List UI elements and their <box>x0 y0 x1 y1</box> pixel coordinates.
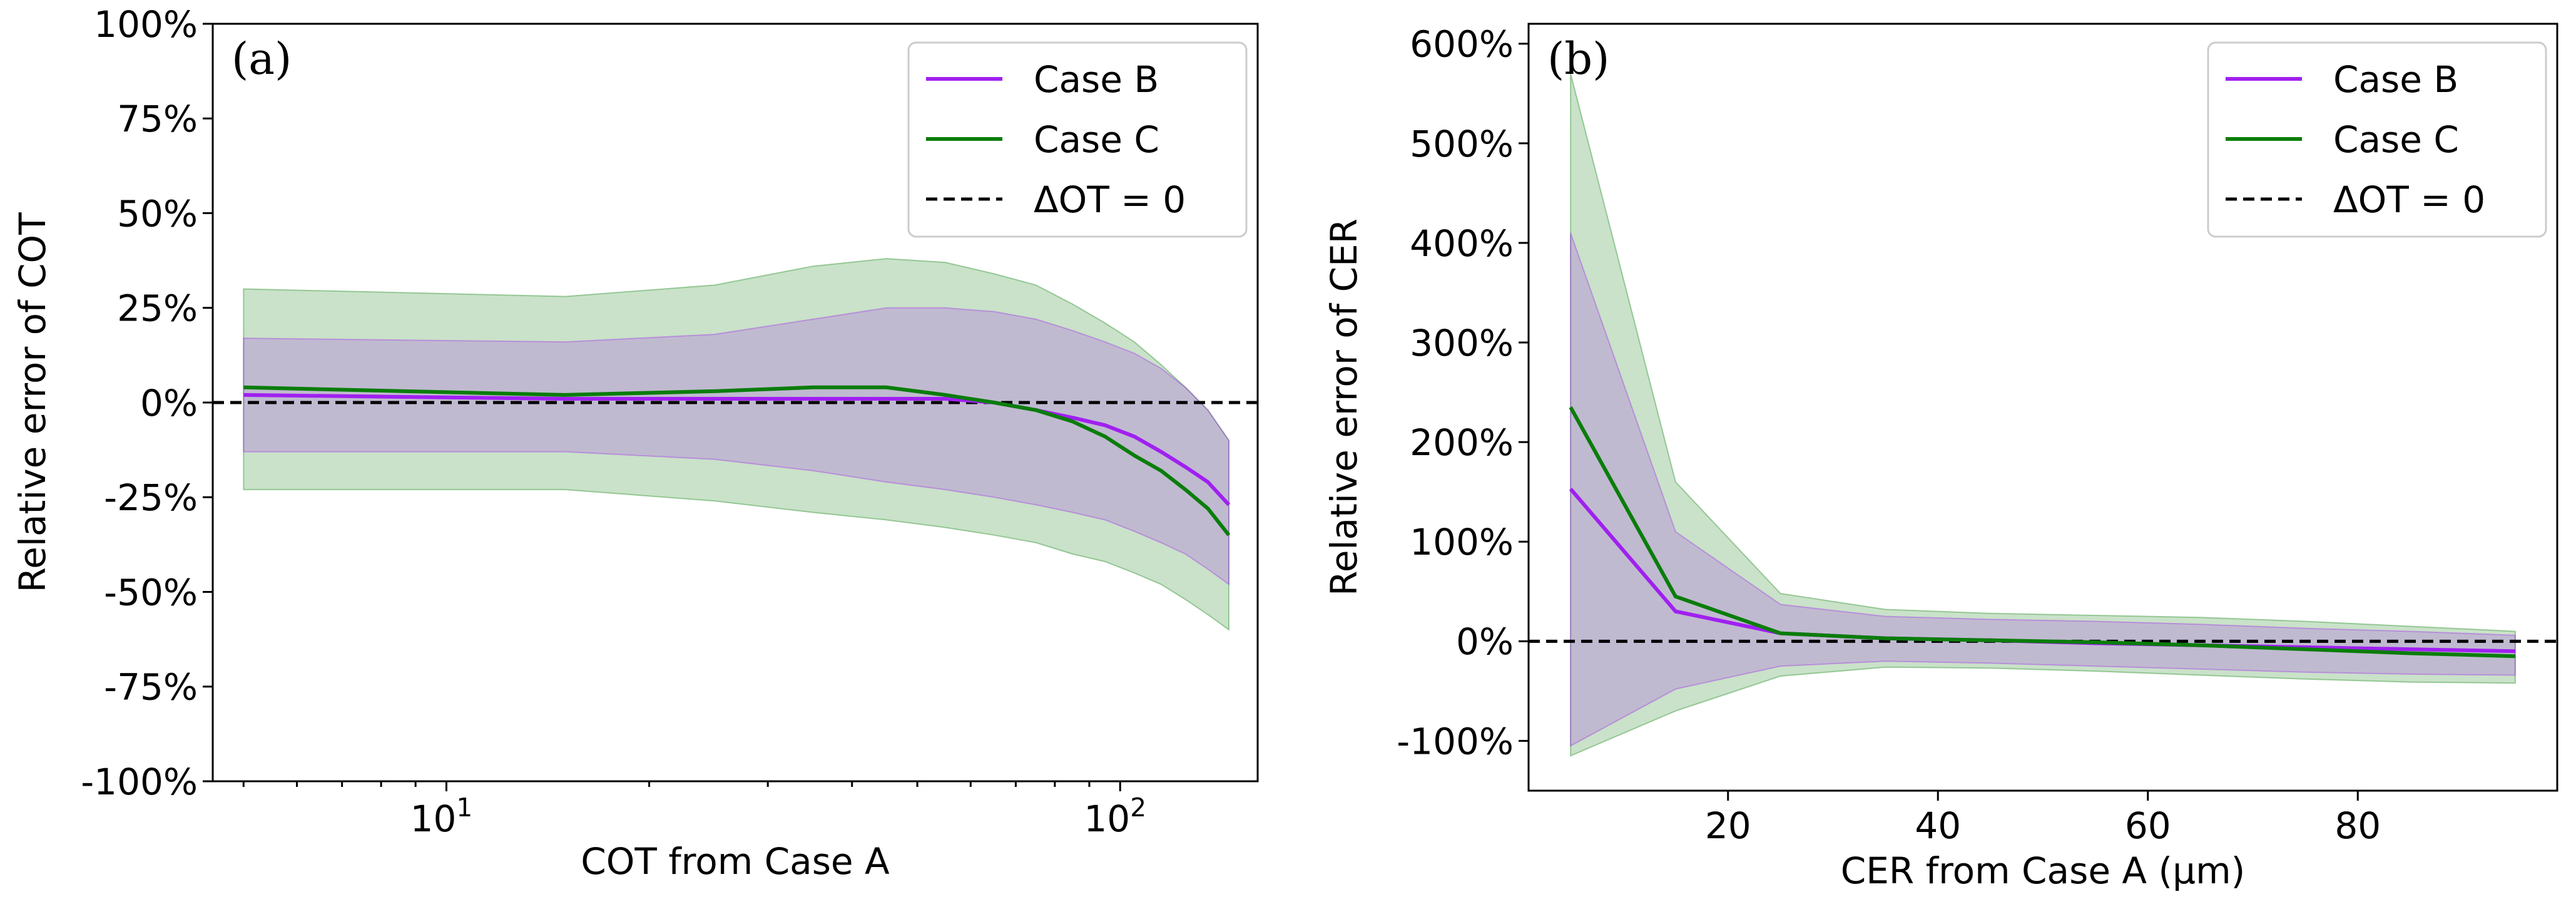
legend-box <box>907 41 1248 238</box>
series-line-case-c <box>1569 406 2515 659</box>
y-tick-label: 300% <box>1410 322 1514 364</box>
y-tick-label: -100% <box>81 761 198 803</box>
panel-a: 100%75%50%25%0%-25%-50%-75%-100%101 102CO… <box>11 3 1259 883</box>
y-tick-label: -100% <box>1397 720 1514 762</box>
y-tick-label: 500% <box>1410 123 1514 165</box>
legend-label: Case B <box>1034 58 1159 101</box>
x-axis-label: COT from Case A <box>581 840 890 883</box>
panel-label: (a) <box>232 33 292 85</box>
axes-frame <box>1527 23 2558 792</box>
x-tick-label: 20 <box>1705 804 1751 847</box>
y-tick-label: -75% <box>104 666 198 709</box>
y-axis-label: Relative error of COT <box>11 212 54 593</box>
y-tick-label: 25% <box>117 287 198 330</box>
legend-box <box>2207 41 2547 238</box>
x-tick-base: 10 <box>410 798 457 840</box>
legend-label: Case B <box>2333 58 2458 101</box>
x-tick-label: 60 <box>2125 804 2171 847</box>
series-line-case-c <box>243 385 1231 537</box>
legend-label: Case C <box>1034 118 1159 161</box>
y-tick-label: 0% <box>140 382 198 424</box>
y-tick-label: -50% <box>104 571 198 614</box>
plot-area <box>213 258 1258 631</box>
y-tick-label: 75% <box>117 98 198 140</box>
band-case-b <box>243 307 1229 586</box>
y-tick-label: -25% <box>104 476 198 519</box>
y-tick-label: 0% <box>1456 620 1514 663</box>
x-tick-exponent: 1 <box>456 793 472 823</box>
x-tick-label: 40 <box>1915 804 1961 847</box>
legend-label: Case C <box>2333 118 2459 161</box>
legend-label: ΔOT = 0 <box>2333 178 2485 221</box>
band-case-c <box>243 258 1229 631</box>
y-tick-label: 200% <box>1410 421 1514 464</box>
x-tick-base: 10 <box>1084 798 1130 840</box>
y-tick-label: 600% <box>1410 23 1514 66</box>
panel-b: 600% 500% 400% 300% 200% 100% 0% -100% 20 40 60 80 C… <box>1323 23 2558 892</box>
legend: Case B Case C ΔOT = 0 <box>2207 41 2547 238</box>
y-tick-label: 100% <box>94 3 198 46</box>
plot-area <box>1529 73 2557 757</box>
x-tick-label: 102 <box>1084 793 1146 840</box>
x-tick-label: 80 <box>2334 804 2381 847</box>
legend: Case B Case C ΔOT = 0 <box>907 41 1248 238</box>
band-case-c <box>1570 73 2516 757</box>
x-tick-exponent: 2 <box>1130 793 1146 823</box>
x-tick-label: 101 <box>410 793 473 840</box>
x-axis-label: CER from Case A (μm) <box>1841 850 2245 892</box>
band-case-b <box>1570 232 2516 747</box>
legend-label: ΔOT = 0 <box>1034 178 1186 221</box>
y-tick-label: 400% <box>1410 222 1514 265</box>
panel-label: (b) <box>1547 33 1609 85</box>
y-axis-label: Relative error of CER <box>1323 218 1365 596</box>
y-tick-label: 50% <box>117 192 198 235</box>
y-tick-label: 100% <box>1410 521 1514 563</box>
